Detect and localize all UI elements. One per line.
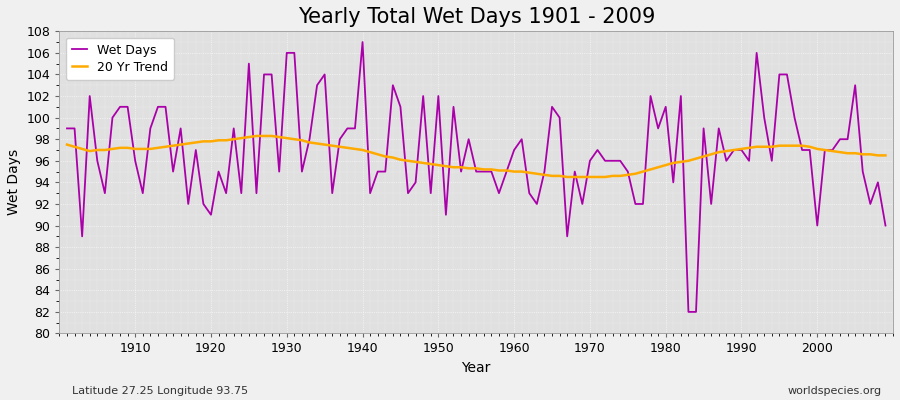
Wet Days (335, 137, 346, 142)
Wet Days (122, 104, 133, 109)
20 Yr Trend (251, 134, 262, 138)
Wet Days (683, 310, 694, 314)
Text: worldspecies.org: worldspecies.org (788, 386, 882, 396)
Wet Days (61, 126, 72, 131)
Wet Days (608, 158, 618, 163)
Wet Days (357, 40, 368, 44)
20 Yr Trend (508, 169, 519, 174)
20 Yr Trend (880, 153, 891, 158)
20 Yr Trend (296, 138, 307, 143)
Wet Days (880, 223, 891, 228)
Text: Latitude 27.25 Longitude 93.75: Latitude 27.25 Longitude 93.75 (72, 386, 248, 396)
20 Yr Trend (61, 142, 72, 147)
20 Yr Trend (517, 169, 527, 174)
20 Yr Trend (122, 146, 133, 150)
20 Yr Trend (562, 174, 572, 179)
Wet Days (289, 50, 300, 55)
Y-axis label: Wet Days: Wet Days (7, 149, 21, 216)
20 Yr Trend (615, 174, 626, 178)
Legend: Wet Days, 20 Yr Trend: Wet Days, 20 Yr Trend (66, 38, 175, 80)
Line: 20 Yr Trend: 20 Yr Trend (67, 136, 886, 177)
20 Yr Trend (342, 146, 353, 150)
Line: Wet Days: Wet Days (67, 42, 886, 312)
Wet Days (517, 137, 527, 142)
Wet Days (508, 148, 519, 152)
Title: Yearly Total Wet Days 1901 - 2009: Yearly Total Wet Days 1901 - 2009 (298, 7, 655, 27)
X-axis label: Year: Year (462, 361, 490, 375)
